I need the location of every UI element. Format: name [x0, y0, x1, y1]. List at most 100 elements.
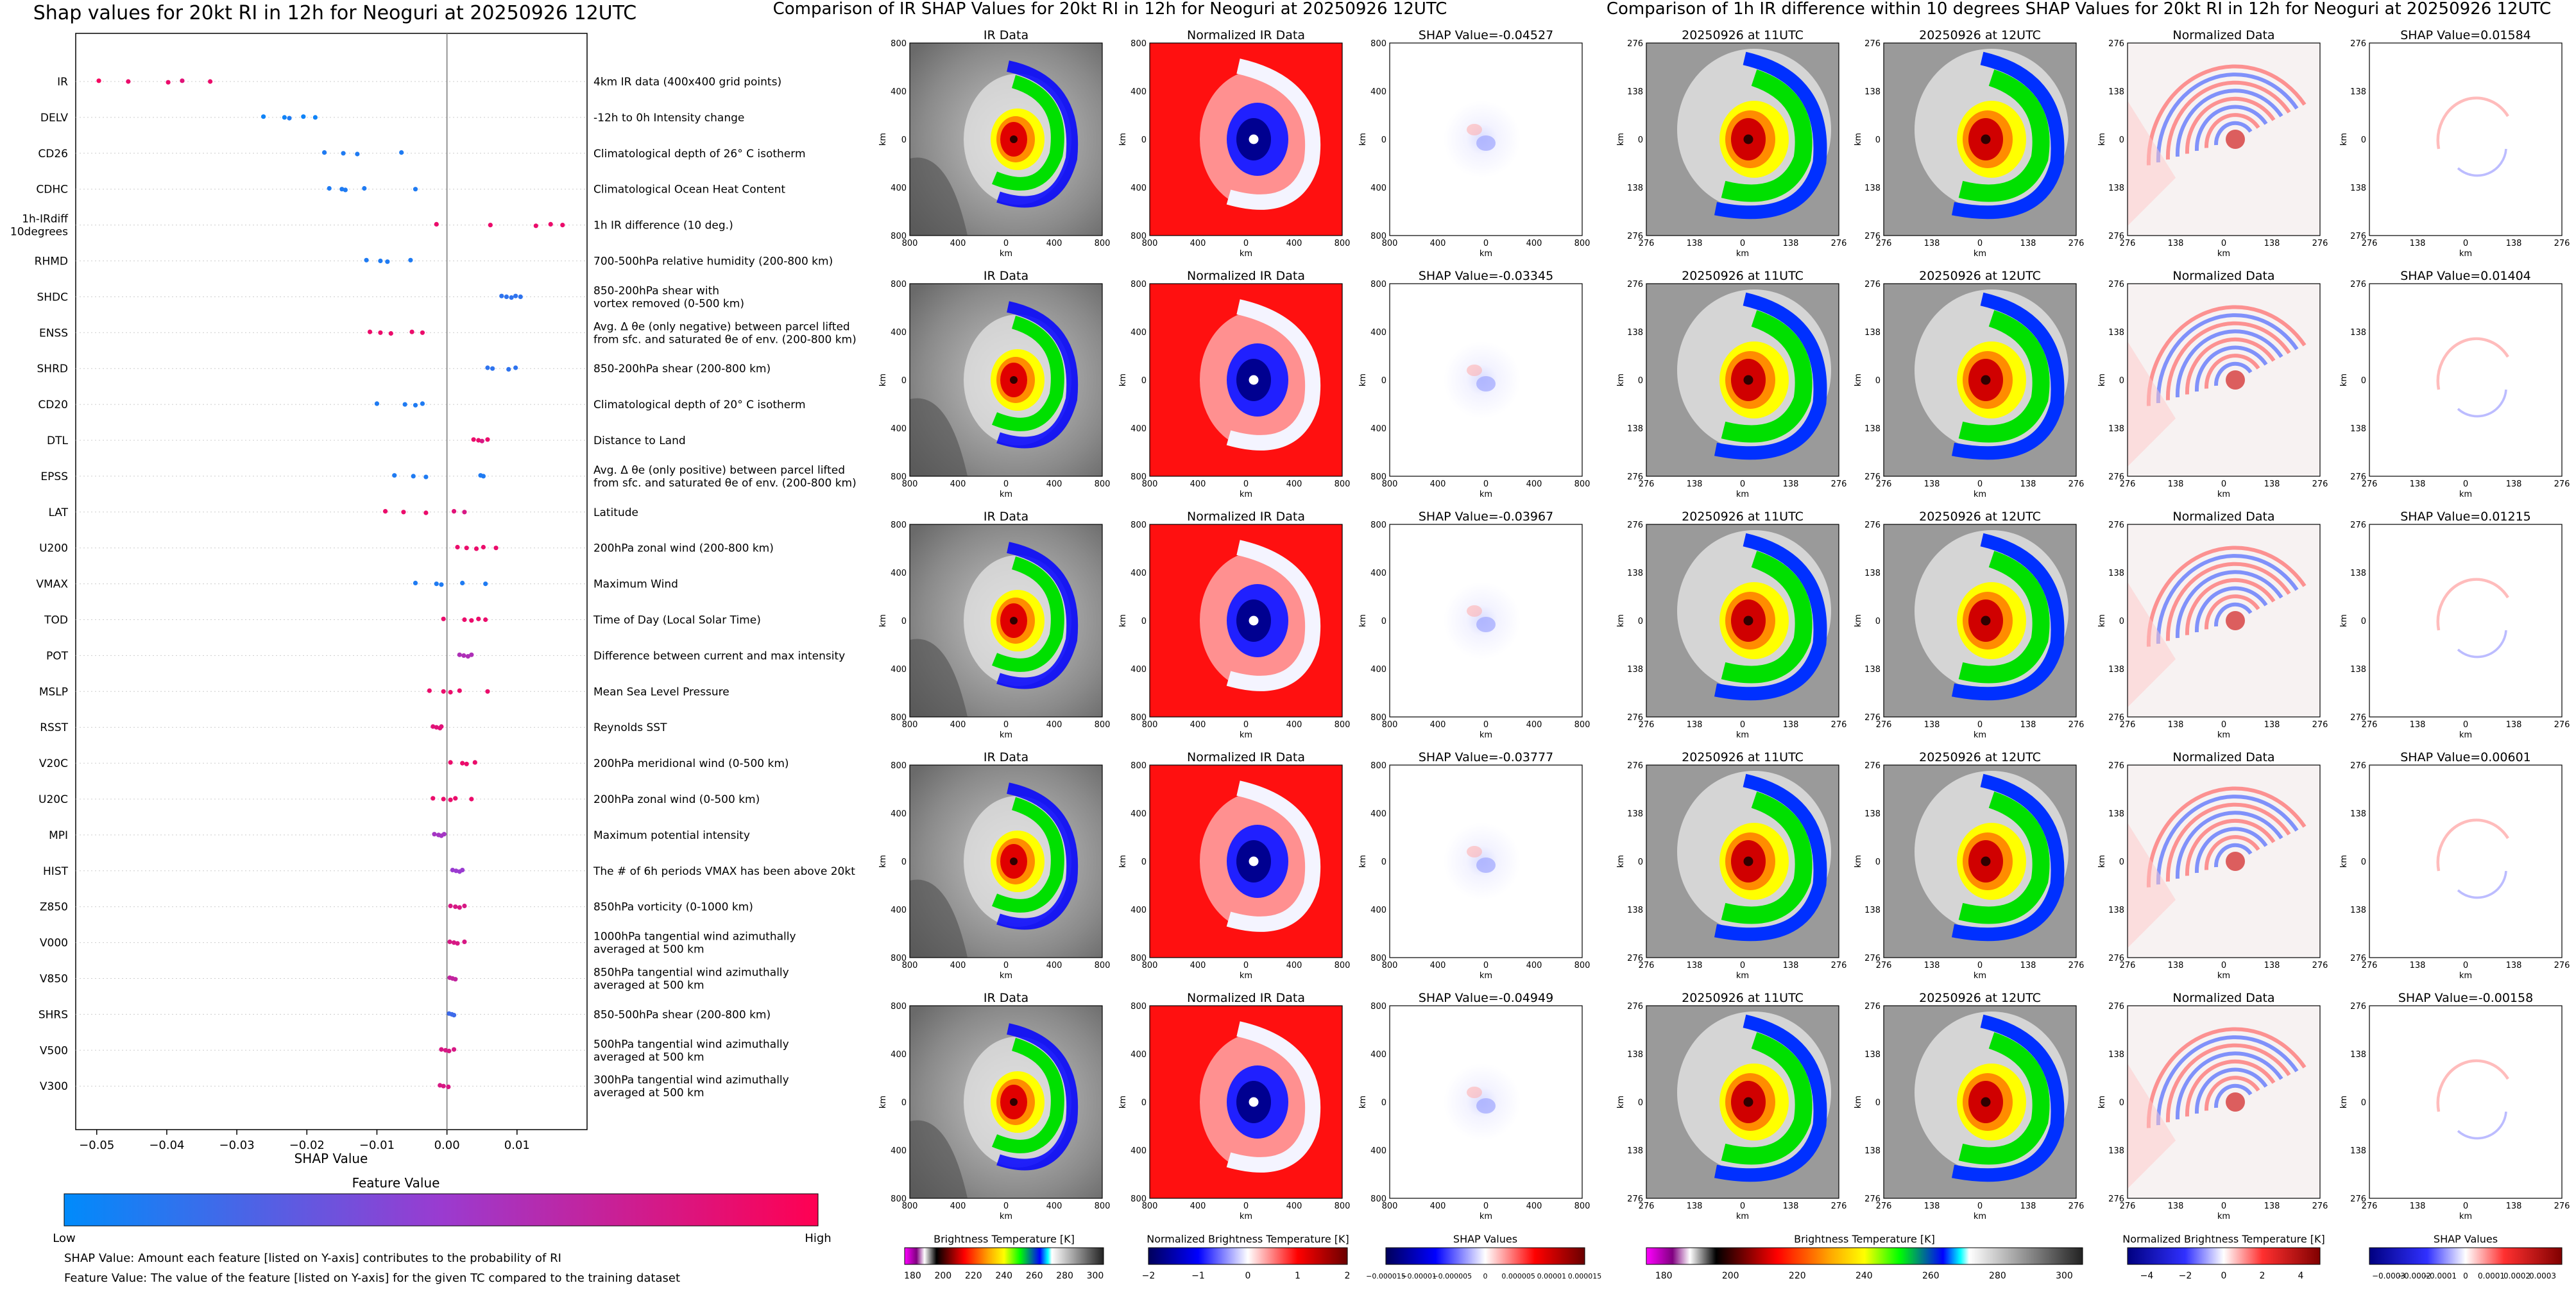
- shap-diff-arc: [2436, 337, 2509, 390]
- shap-point: [483, 617, 488, 623]
- ir-diff-panel: SHAP Value=0.012152762761381380013813827…: [2339, 510, 2570, 740]
- y-tick-label: 276: [2350, 1194, 2366, 1204]
- x-tick-label: 800: [902, 239, 918, 248]
- colorbar-tick-label: 300: [1087, 1271, 1104, 1281]
- cloud-free-area: [910, 639, 968, 717]
- x-tick-label: 138: [2020, 1202, 2036, 1211]
- x-tick-label: 138: [1783, 961, 1799, 970]
- shap-diff-arc: [2436, 578, 2509, 631]
- x-tick-label: 800: [902, 720, 918, 730]
- x-tick-label: 276: [2120, 479, 2136, 489]
- feature-row: U20C 200hPa zonal wind (0-500 km): [38, 793, 760, 806]
- feature-row: SHRD 850-200hPa shear (200-800 km): [37, 363, 771, 375]
- x-tick-label: −0.04: [149, 1139, 184, 1152]
- core-center: [1249, 856, 1259, 866]
- spiral-band-green: [991, 556, 1064, 672]
- y-tick-label: 276: [1864, 232, 1881, 241]
- panel-frame: [1149, 524, 1343, 718]
- x-axis-label: km: [2459, 971, 2472, 981]
- colorbar-gradient: [1148, 1247, 1348, 1265]
- y-tick-label: 138: [2350, 87, 2366, 97]
- feature-description: 300hPa tangential wind azimuthally averag…: [593, 1074, 789, 1099]
- x-tick-label: 800: [1382, 961, 1398, 970]
- panel-title: 20250926 at 11UTC: [1682, 28, 1804, 42]
- shap-point: [473, 546, 479, 551]
- diff-spiral-arc: [2213, 843, 2253, 868]
- shap-negative-spot: [1476, 617, 1496, 632]
- colorbar-tick-label: 280: [1989, 1271, 2006, 1281]
- x-tick-label: 0: [2221, 1202, 2226, 1211]
- panel-title: 20250926 at 11UTC: [1682, 269, 1804, 283]
- shap-point: [439, 582, 444, 587]
- y-axis-label: km: [2097, 614, 2107, 627]
- diff-spiral-arc: [2146, 305, 2307, 406]
- y-tick-label: 138: [2350, 569, 2366, 578]
- shap-point: [367, 329, 373, 334]
- x-tick-label: 276: [1639, 479, 1655, 489]
- x-tick-label: 276: [1831, 720, 1847, 730]
- y-tick-label: 400: [891, 906, 907, 915]
- diff-spiral-arc: [2146, 546, 2307, 647]
- y-tick-label: 138: [1627, 184, 1643, 193]
- colorbar-tick-label: 240: [995, 1271, 1012, 1281]
- y-tick-label: 138: [2350, 1146, 2366, 1156]
- feature-description: Difference between current and max inten…: [593, 650, 845, 662]
- ir-diff-panel: 20250926 at 12UTC27627613813800138138276…: [1854, 991, 2084, 1221]
- panel-title: IR Data: [984, 991, 1028, 1005]
- diff-noise-left: [2128, 823, 2176, 948]
- x-tick-label: 400: [950, 961, 966, 970]
- shap-point: [180, 78, 185, 83]
- y-tick-label: 276: [2350, 39, 2366, 49]
- y-tick-label: 138: [2108, 87, 2124, 97]
- y-tick-label: 800: [1130, 713, 1147, 723]
- y-tick-label: 400: [1130, 424, 1147, 434]
- panel-frame: [909, 524, 1103, 718]
- x-tick-label: 0.01: [504, 1139, 530, 1152]
- ir-diff-panel: SHAP Value=0.015842762761381380013813827…: [2339, 28, 2570, 259]
- diff-core: [2226, 370, 2245, 390]
- y-tick-label: 0: [1875, 1098, 1881, 1108]
- spiral-band-green: [991, 315, 1064, 431]
- ir-diff-panel: Normalized Data2762761381380013813827627…: [2097, 510, 2328, 740]
- panel-background: [2128, 1006, 2320, 1198]
- x-tick-label: 138: [1687, 1202, 1703, 1211]
- colorbar-tick-label: 0: [1245, 1271, 1251, 1281]
- feature-row: RHMD 700-500hPa relative humidity (200-80…: [35, 255, 833, 268]
- xaxis-label: SHAP Value: [294, 1151, 368, 1166]
- feature-name: V500: [40, 1044, 68, 1057]
- shap-point: [441, 832, 447, 837]
- panel-title: SHAP Value=0.01215: [2400, 510, 2531, 524]
- shap-diff-arc-blue: [2457, 870, 2507, 899]
- shap-diff-arc-blue: [2457, 1111, 2507, 1140]
- y-tick-label: 276: [2108, 1002, 2124, 1012]
- diff-spiral-arc: [2175, 1051, 2283, 1120]
- diff-spiral-arc: [2156, 554, 2299, 644]
- feature-name: DELV: [40, 112, 68, 125]
- y-axis-label: km: [2097, 133, 2107, 146]
- shap-negative-spot: [1476, 1098, 1496, 1114]
- y-tick-label: 276: [1627, 39, 1643, 49]
- x-tick-label: 138: [1924, 239, 1940, 248]
- y-axis-label: km: [2339, 374, 2349, 386]
- y-axis-label: km: [878, 1096, 888, 1108]
- shap-point: [427, 688, 432, 693]
- colorbar-tick-label: 1: [1295, 1271, 1301, 1281]
- x-tick-label: 276: [1831, 1202, 1847, 1211]
- y-tick-label: 400: [1370, 424, 1386, 434]
- y-tick-label: 138: [1864, 184, 1881, 193]
- y-tick-label: 400: [891, 87, 907, 97]
- y-tick-label: 276: [1627, 1194, 1643, 1204]
- y-tick-label: 400: [1130, 809, 1147, 819]
- panel-frame: [1389, 1005, 1583, 1199]
- feature-description: Maximum potential intensity: [593, 829, 750, 842]
- y-tick-label: 800: [1130, 1194, 1147, 1204]
- diff-spiral-arc: [2175, 89, 2283, 157]
- diff-spiral-arc: [2156, 1035, 2299, 1126]
- shap-point: [441, 797, 446, 802]
- x-axis-label: km: [1240, 490, 1252, 499]
- y-tick-label: 276: [2350, 280, 2366, 289]
- x-tick-label: 276: [1876, 479, 1892, 489]
- x-tick-label: 400: [950, 1202, 966, 1211]
- x-axis-label: km: [2217, 971, 2230, 981]
- feature-name: ENSS: [39, 327, 68, 340]
